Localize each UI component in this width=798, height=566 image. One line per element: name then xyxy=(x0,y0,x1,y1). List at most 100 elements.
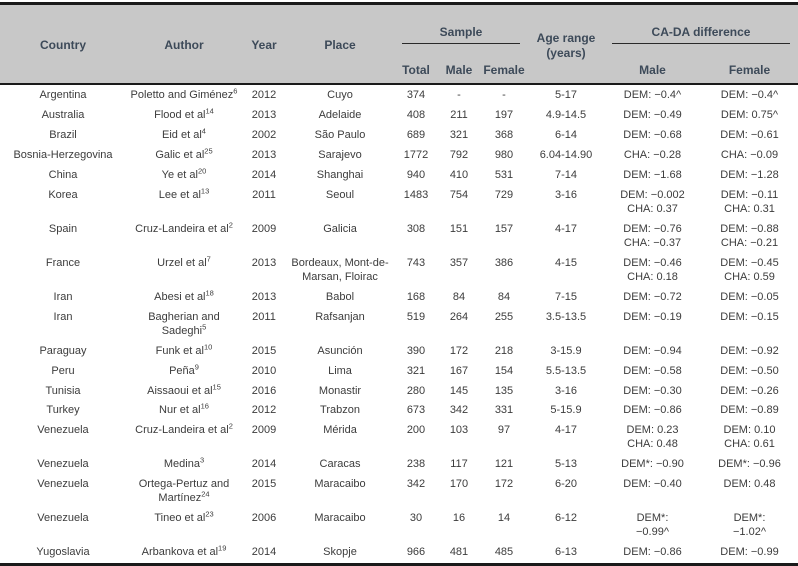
sample-female-cell: 331 xyxy=(494,404,514,417)
place-cell: Shanghai xyxy=(316,168,364,181)
country-cell: Bosnia-Herzegovina xyxy=(13,148,113,161)
place-cell: Mérida xyxy=(323,424,357,437)
table-row: Korea Lee et al13 2011 Seoul 1483 754 72… xyxy=(0,186,798,220)
cada-male-cell: DEM: −0.86 xyxy=(623,404,682,417)
author-cell: Eid et al4 xyxy=(126,126,242,146)
cada-female-cell: DEM: 0.48 xyxy=(723,478,776,491)
age-range-cell: 4.9-14.5 xyxy=(545,108,587,121)
cada-male-cell: DEM: −0.49 xyxy=(623,108,682,121)
author-name: Nur et al xyxy=(159,404,201,417)
age-range-cell: 5-17 xyxy=(554,89,578,101)
year-cell: 2013 xyxy=(251,256,277,269)
sample-male-cell: 167 xyxy=(449,364,469,377)
place-cell: Maracaibo xyxy=(314,512,366,525)
cada-male-cell: DEM: −0.30 xyxy=(623,384,682,397)
author-name: Ortega-Pertuz and Martínez xyxy=(138,478,230,505)
year-cell: 2011 xyxy=(252,188,276,201)
country-cell: Venezuela xyxy=(37,458,89,471)
cada-female-cell: DEM: −0.45 CHA: 0.59 xyxy=(720,256,779,283)
sample-male-cell: 103 xyxy=(449,424,469,437)
year-cell: 2002 xyxy=(251,128,277,141)
table-row: Iran Abesi et al18 2013 Babol 168 84 84 … xyxy=(0,288,798,308)
sample-total-cell: 30 xyxy=(409,512,423,525)
age-range-cell: 7-14 xyxy=(554,168,578,181)
place-cell: Caracas xyxy=(319,458,361,471)
author-name: Tineo et al xyxy=(154,512,206,525)
author-cell: Ye et al20 xyxy=(126,166,242,186)
author-reference-number: 23 xyxy=(205,509,214,519)
author-name: Arbankova et al xyxy=(141,546,219,559)
sample-male-cell: 342 xyxy=(449,404,469,417)
author-name: Peña xyxy=(169,364,195,377)
country-cell: Venezuela xyxy=(37,512,89,525)
place-cell: Seoul xyxy=(325,188,355,201)
table-row: Brazil Eid et al4 2002 São Paulo 689 321… xyxy=(0,126,798,146)
table-row: Argentina Poletto and Giménez6 2012 Cuyo… xyxy=(0,84,798,106)
age-range-cell: 5.5-13.5 xyxy=(545,364,587,377)
cada-female-cell: DEM: −0.89 xyxy=(720,404,779,417)
cada-male-cell: DEM*: −0.90 xyxy=(621,458,684,471)
sample-total-cell: 374 xyxy=(406,89,426,101)
sample-female-cell: 197 xyxy=(494,108,514,121)
sample-total-cell: 408 xyxy=(406,108,426,121)
sample-male-cell: 357 xyxy=(449,256,469,269)
author-cell: Cruz-Landeira et al2 xyxy=(126,220,242,254)
author-cell: Ortega-Pertuz and Martínez24 xyxy=(126,475,242,509)
cada-female-cell: DEM: −1.28 xyxy=(720,168,779,181)
year-cell: 2015 xyxy=(251,344,277,357)
year-cell: 2014 xyxy=(251,546,277,559)
cada-female-cell: DEM: −0.61 xyxy=(720,128,779,141)
header-sample-label: Sample xyxy=(402,25,520,44)
table-row: Venezuela Ortega-Pertuz and Martínez24 2… xyxy=(0,475,798,509)
place-cell: Sarajevo xyxy=(318,148,362,161)
author-name: Cruz-Landeira et al xyxy=(135,424,229,437)
cada-female-cell: DEM: −0.26 xyxy=(720,384,779,397)
header-place: Place xyxy=(286,3,394,84)
year-cell: 2012 xyxy=(251,404,277,417)
cada-female-cell: DEM*: −1.02^ xyxy=(733,512,766,539)
year-cell: 2009 xyxy=(251,222,277,235)
cada-female-cell: DEM: −0.50 xyxy=(720,364,779,377)
sample-male-cell: 754 xyxy=(449,188,469,201)
cada-female-cell: DEM*: −0.96 xyxy=(718,458,781,471)
place-cell: Asunción xyxy=(317,344,363,357)
table-row: Peru Peña9 2010 Lima 321 167 154 5.5-13.… xyxy=(0,362,798,382)
country-cell: Venezuela xyxy=(37,424,89,437)
author-reference-number: 9 xyxy=(194,361,199,371)
table-row: Iran Bagherian and Sadeghi5 2011 Rafsanj… xyxy=(0,308,798,342)
table-body: Argentina Poletto and Giménez6 2012 Cuyo… xyxy=(0,84,798,565)
age-range-cell: 3.5-13.5 xyxy=(545,310,587,323)
age-range-cell: 6-12 xyxy=(554,512,578,525)
cada-male-cell: DEM: −0.19 xyxy=(623,310,682,323)
sample-total-cell: 1483 xyxy=(403,188,429,201)
author-cell: Aissaoui et al15 xyxy=(126,382,242,402)
sample-total-cell: 673 xyxy=(406,404,426,417)
author-cell: Urzel et al7 xyxy=(126,254,242,288)
age-range-cell: 3-16 xyxy=(554,384,578,397)
cada-female-cell: DEM: 0.75^ xyxy=(720,108,779,121)
sample-male-cell: 792 xyxy=(449,148,469,161)
country-cell: Venezuela xyxy=(37,478,89,491)
age-range-cell: 6-14 xyxy=(554,128,578,141)
header-cada-label: CA-DA difference xyxy=(612,25,790,44)
table-row: Venezuela Cruz-Landeira et al2 2009 Méri… xyxy=(0,421,798,455)
sample-female-cell: 729 xyxy=(494,188,514,201)
sample-female-cell: 386 xyxy=(494,256,514,269)
sample-female-cell: 172 xyxy=(494,478,514,491)
table-header: Country Author Year Place Sample Age ran… xyxy=(0,3,798,84)
sample-male-cell: 481 xyxy=(449,546,469,559)
cada-male-cell: DEM: −0.4^ xyxy=(623,89,682,101)
author-reference-number: 18 xyxy=(205,288,214,297)
author-cell: Peña9 xyxy=(126,362,242,382)
sample-female-cell: 485 xyxy=(494,546,514,559)
header-sample-group: Sample xyxy=(394,3,528,61)
header-cada-male: Male xyxy=(604,61,701,84)
author-reference-number: 24 xyxy=(201,489,210,499)
cada-male-cell: DEM*: −0.99^ xyxy=(636,512,669,539)
place-cell: Trabzon xyxy=(320,404,360,417)
sample-female-cell: 255 xyxy=(494,310,514,323)
table-row: Yugoslavia Arbankova et al19 2014 Skopje… xyxy=(0,543,798,564)
age-range-cell: 4-15 xyxy=(554,256,578,269)
year-cell: 2015 xyxy=(251,478,277,491)
sample-total-cell: 519 xyxy=(406,310,426,323)
